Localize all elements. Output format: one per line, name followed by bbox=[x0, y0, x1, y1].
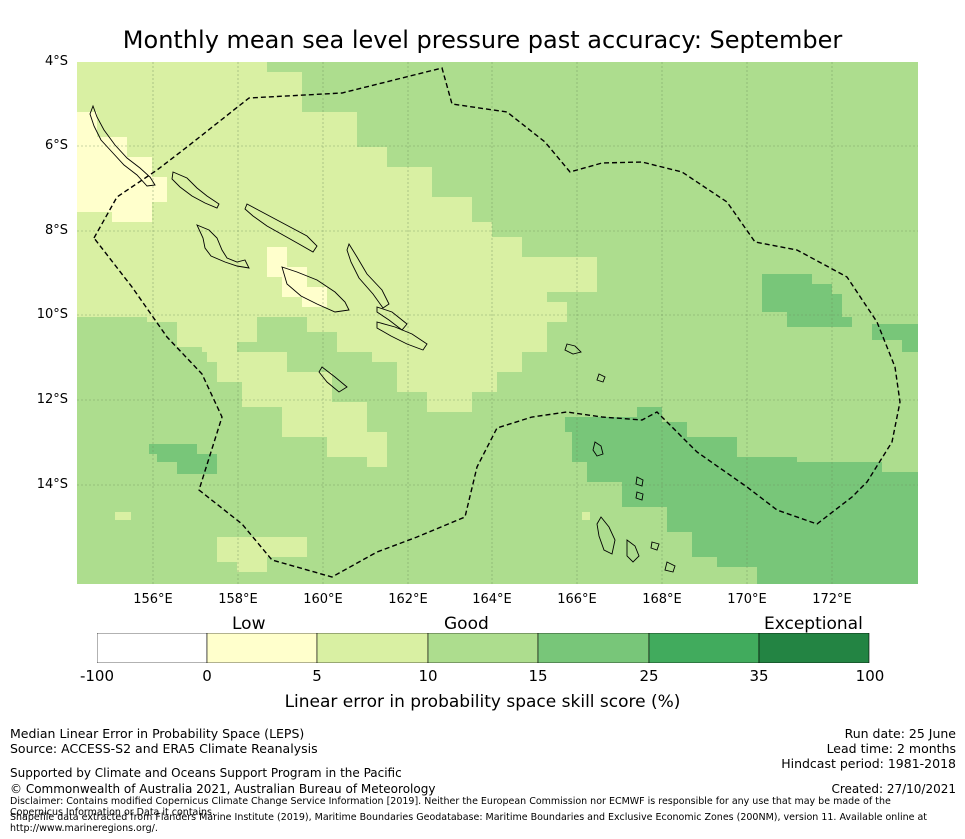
island-small-5 bbox=[650, 541, 660, 551]
colorbar-swatch bbox=[537, 633, 650, 663]
colorbar-tick: 5 bbox=[312, 667, 322, 685]
skill-score-map bbox=[77, 62, 918, 584]
island-small-2 bbox=[596, 373, 606, 383]
region-5-10-north bbox=[77, 62, 597, 412]
colorbar-tick: 15 bbox=[528, 667, 548, 685]
footer-copyright: © Commonwealth of Australia 2021, Austra… bbox=[10, 782, 436, 796]
island-small-3 bbox=[635, 476, 644, 487]
island-guadalcanal bbox=[281, 266, 350, 313]
colorbar-swatch bbox=[97, 633, 208, 663]
colorbar-tick: -100 bbox=[79, 667, 115, 685]
colorbar-swatch bbox=[206, 633, 318, 663]
colorbar-tick: 25 bbox=[639, 667, 659, 685]
footer-run-date: Run date: 25 June bbox=[844, 726, 956, 741]
footer-shapefile: Shapefile data extracted from Flanders M… bbox=[10, 812, 928, 834]
colorbar-swatch bbox=[648, 633, 760, 663]
island-small-8 bbox=[664, 561, 676, 573]
island-malakula bbox=[626, 539, 640, 563]
island-small-1 bbox=[592, 441, 604, 457]
coastlines bbox=[89, 104, 676, 573]
region-0-5-central bbox=[267, 247, 327, 307]
lat-label: 8°S bbox=[44, 223, 68, 238]
footer-lead-time: Lead time: 2 months bbox=[826, 741, 956, 756]
legend-band-exceptional: Exceptional bbox=[764, 614, 863, 634]
colorbar-swatch bbox=[316, 633, 429, 663]
region-15-25-west bbox=[149, 444, 217, 474]
footer-hindcast: Hindcast period: 1981-2018 bbox=[781, 756, 956, 771]
colorbar bbox=[97, 633, 870, 663]
footer-source: Source: ACCESS-S2 and ERA5 Climate Reana… bbox=[10, 741, 318, 756]
colorbar-tick: 35 bbox=[749, 667, 769, 685]
lat-label: 4°S bbox=[44, 54, 68, 69]
footer-method: Median Linear Error in Probability Space… bbox=[10, 726, 305, 741]
region-15-25-far-east bbox=[872, 324, 918, 352]
patch-5-10-a bbox=[115, 512, 131, 520]
colorbar-swatch bbox=[427, 633, 539, 663]
region-15-25-south bbox=[565, 407, 918, 584]
island-new-georgia bbox=[196, 224, 250, 269]
footer-disclaimer: Disclaimer: Contains modified Copernicus… bbox=[10, 796, 891, 818]
eez-boundary bbox=[93, 67, 901, 578]
colorbar-tick: 0 bbox=[202, 667, 212, 685]
island-small-6 bbox=[318, 366, 348, 393]
island-santa-cruz bbox=[564, 343, 582, 355]
lon-label: 156°E bbox=[133, 592, 173, 607]
lat-label: 12°S bbox=[36, 392, 68, 407]
island-malaita bbox=[346, 242, 390, 309]
lon-label: 166°E bbox=[557, 592, 597, 607]
lon-label: 158°E bbox=[218, 592, 258, 607]
lon-label: 172°E bbox=[812, 592, 852, 607]
island-espiritu-santo bbox=[596, 516, 616, 555]
lat-label: 10°S bbox=[36, 307, 68, 322]
patch-5-10-b bbox=[582, 512, 590, 520]
island-small-4 bbox=[635, 491, 644, 501]
footer-support: Supported by Climate and Oceans Support … bbox=[10, 766, 402, 780]
lat-label: 14°S bbox=[36, 477, 68, 492]
island-bougainville bbox=[89, 104, 156, 187]
island-choiseul bbox=[171, 171, 220, 209]
region-5-10-south bbox=[207, 352, 387, 467]
region-15-25-east bbox=[762, 274, 852, 327]
lat-label: 6°S bbox=[44, 138, 68, 153]
island-santa-isabel bbox=[244, 203, 318, 253]
lon-label: 168°E bbox=[642, 592, 682, 607]
colorbar-label: Linear error in probability space skill … bbox=[284, 692, 681, 712]
island-small-7 bbox=[376, 306, 408, 331]
lon-label: 164°E bbox=[472, 592, 512, 607]
legend-band-good: Good bbox=[444, 614, 489, 634]
colorbar-tick: 100 bbox=[855, 667, 885, 685]
region-5-10-southwest bbox=[217, 537, 307, 572]
lon-label: 162°E bbox=[388, 592, 428, 607]
region-0-5-west bbox=[77, 112, 167, 222]
colorbar-tick: 10 bbox=[418, 667, 438, 685]
map-title: Monthly mean sea level pressure past acc… bbox=[122, 26, 843, 54]
legend-band-low: Low bbox=[232, 614, 266, 634]
lon-label: 170°E bbox=[727, 592, 767, 607]
colorbar-swatch bbox=[758, 633, 870, 663]
footer-created: Created: 27/10/2021 bbox=[831, 782, 956, 796]
lon-label: 160°E bbox=[303, 592, 343, 607]
grid-lines bbox=[77, 62, 918, 584]
